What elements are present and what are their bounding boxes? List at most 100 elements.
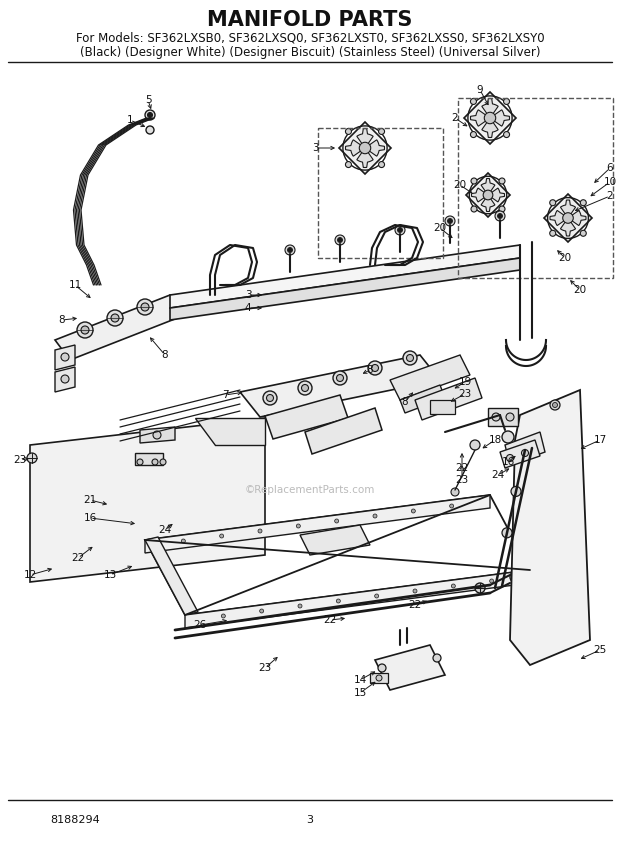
Circle shape [503,132,510,138]
Circle shape [450,504,454,508]
Circle shape [152,459,158,465]
Polygon shape [345,140,365,156]
Circle shape [335,235,345,245]
Polygon shape [464,92,516,144]
Text: 22: 22 [455,463,469,473]
Circle shape [516,446,524,454]
Circle shape [137,299,153,315]
Polygon shape [365,140,384,156]
Circle shape [403,351,417,365]
Circle shape [507,455,513,461]
Text: (Black) (Designer White) (Designer Biscuit) (Stainless Steel) (Universal Silver): (Black) (Designer White) (Designer Biscu… [80,45,540,58]
Circle shape [550,230,556,236]
Circle shape [61,375,69,383]
Circle shape [484,112,496,124]
Text: 22: 22 [409,600,422,610]
Polygon shape [544,194,592,242]
Circle shape [475,583,485,593]
Text: 23: 23 [259,663,272,673]
Circle shape [580,230,587,236]
Polygon shape [505,432,545,465]
Circle shape [471,178,477,184]
Circle shape [27,453,37,463]
Text: 9: 9 [477,85,484,95]
Polygon shape [500,440,540,468]
Polygon shape [490,110,510,126]
Circle shape [470,440,480,450]
Text: 11: 11 [68,280,82,290]
Text: 12: 12 [24,570,37,580]
Polygon shape [55,345,75,370]
Circle shape [378,664,386,672]
Circle shape [448,218,453,223]
Circle shape [499,206,505,212]
Circle shape [503,98,510,104]
Circle shape [335,519,339,523]
Polygon shape [560,200,575,218]
Polygon shape [356,128,373,148]
Text: 10: 10 [603,177,616,187]
Circle shape [511,486,521,496]
Circle shape [433,654,441,662]
Circle shape [345,128,352,134]
Polygon shape [471,188,488,202]
Polygon shape [265,395,348,439]
Polygon shape [481,195,495,211]
Circle shape [337,375,343,382]
Text: 1: 1 [126,115,133,125]
Polygon shape [482,118,498,138]
Circle shape [337,237,342,242]
Circle shape [359,142,371,154]
Circle shape [160,459,166,465]
Circle shape [411,509,415,513]
Circle shape [141,303,149,311]
Text: 20: 20 [574,285,587,295]
Text: 8188294: 8188294 [50,815,100,825]
Circle shape [395,225,405,235]
Polygon shape [466,173,510,217]
Bar [370,673,388,683]
Text: 16: 16 [502,457,515,467]
Circle shape [111,314,119,322]
Text: 2: 2 [452,113,458,123]
Circle shape [137,459,143,465]
Text: 24: 24 [158,525,172,535]
Circle shape [288,247,293,253]
Polygon shape [140,427,175,443]
Circle shape [336,599,340,603]
Polygon shape [145,495,490,553]
Circle shape [413,589,417,593]
Circle shape [81,326,89,334]
Circle shape [506,413,514,421]
Circle shape [298,604,302,608]
Polygon shape [471,110,490,126]
Polygon shape [30,418,265,582]
Text: 20: 20 [433,223,446,233]
Text: 23: 23 [14,455,27,465]
Circle shape [146,126,154,134]
Circle shape [563,213,574,223]
Polygon shape [510,390,590,665]
Polygon shape [145,537,198,615]
Text: 3: 3 [312,143,318,153]
Polygon shape [300,525,370,555]
Circle shape [258,529,262,533]
Text: 23: 23 [458,389,472,399]
Circle shape [298,381,312,395]
Circle shape [492,413,500,421]
Circle shape [483,190,493,199]
Text: 6: 6 [607,163,613,173]
Text: 8: 8 [402,397,409,407]
Circle shape [471,98,476,104]
Bar [488,408,518,426]
Circle shape [107,310,123,326]
Polygon shape [170,245,520,308]
Circle shape [499,178,505,184]
Polygon shape [481,179,495,195]
Circle shape [181,539,185,543]
Text: 16: 16 [83,513,97,523]
Text: 13: 13 [104,570,117,580]
Circle shape [301,384,309,391]
Circle shape [497,213,502,218]
Polygon shape [170,258,520,320]
